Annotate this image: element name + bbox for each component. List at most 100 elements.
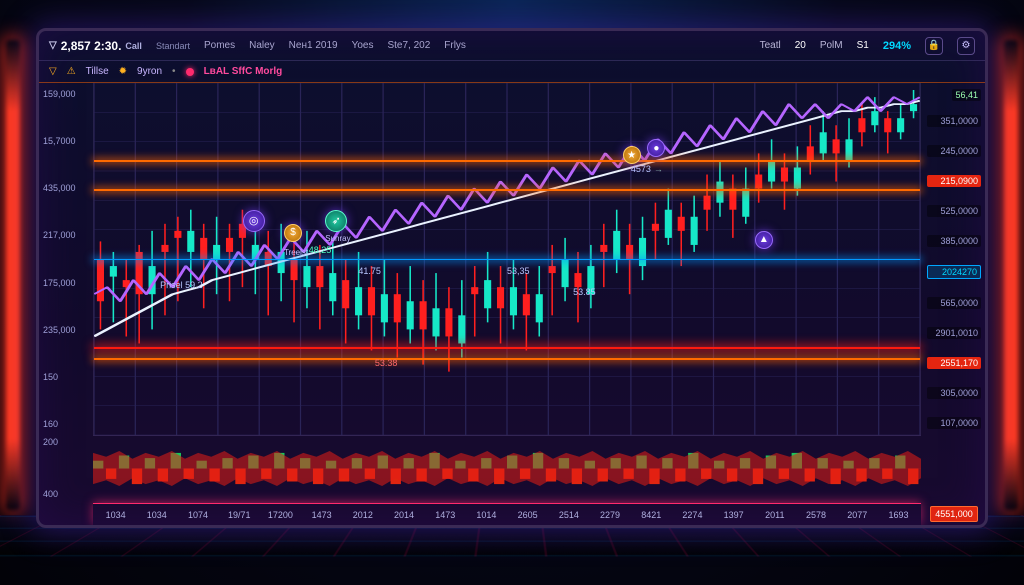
x-14: 2274 [672, 510, 713, 520]
x-8: 1473 [425, 510, 466, 520]
event-label-1: Treelst [284, 248, 308, 257]
y-axis-right: 56,41 351,0000245,0000215,0900525,000038… [923, 83, 985, 435]
legend-right: LвAL SffC Morlg [204, 66, 283, 77]
event-icon-3[interactable]: ★ [623, 146, 641, 164]
menu-5[interactable]: Frlys [444, 40, 466, 51]
x-axis-right-val: 4551,000 [930, 506, 978, 522]
annotation-1: 41.75 [358, 266, 381, 276]
ambient-neon-right [1004, 40, 1018, 510]
x-2: 1074 [177, 510, 218, 520]
ticker-block[interactable]: ▽ 2,857 2:30. Call [49, 39, 142, 53]
x-axis: 10341034107419/7117200147320122014147310… [93, 503, 921, 525]
level-3 [94, 358, 920, 360]
indicator-pane[interactable] [93, 435, 921, 501]
yL-4: 175,000 [43, 278, 87, 288]
yL-2: 435,000 [43, 183, 87, 193]
yR-9: 305,0000 [927, 387, 981, 399]
yL-1: 15,7000 [43, 136, 87, 146]
x-17: 2578 [795, 510, 836, 520]
yR-6: 565,0000 [927, 297, 981, 309]
annotation-4: 4573 [631, 164, 663, 174]
pol-val: S1 [857, 40, 869, 51]
ticker-value: 2,857 2:30. [61, 39, 122, 53]
pol-label: PolM [820, 40, 843, 51]
ticker-sub: Standart [156, 41, 190, 51]
yL-3: 217,000 [43, 230, 87, 240]
ind-y-0: 200 [43, 437, 87, 447]
legend-gear-icon: ✹ [119, 66, 127, 77]
yR-4: 385,0000 [927, 235, 981, 247]
yR-1: 245,0000 [927, 145, 981, 157]
annotation-2: 53,35 [507, 266, 530, 276]
annotation-5: 53.38 [375, 358, 398, 368]
ticker-suffix: Call [125, 41, 142, 51]
annotation-6: Prisel 59.2 [160, 280, 203, 290]
event-icon-0[interactable]: ◎ [243, 210, 265, 232]
x-4: 17200 [260, 510, 301, 520]
legend-dot-pink [186, 68, 194, 76]
x-3: 19/71 [219, 510, 260, 520]
yR-8: 2551,170 [927, 357, 981, 369]
price-plot[interactable]: 48,25 41.75 53,35 53.85 4573 53.38 Prisel 59.2… [93, 83, 921, 435]
yL-6: 150 [43, 372, 87, 382]
level-2 [94, 347, 920, 349]
warn-icon: ⚠ [67, 66, 76, 77]
event-icon-1[interactable]: $ [284, 224, 302, 242]
legend-row: ▽ ⚠ Tillse ✹ 9yron • LвAL SffC Morlg [39, 61, 985, 83]
indicator-y-axis: 200 400 [39, 435, 91, 501]
trading-monitor: ▽ 2,857 2:30. Call Standart Pomes Naley … [36, 28, 988, 528]
yL-0: 159,000 [43, 89, 87, 99]
x-6: 2012 [342, 510, 383, 520]
x-12: 2279 [589, 510, 630, 520]
legend-mid: 9yron [137, 66, 162, 77]
right-top-green: 56,41 [952, 89, 981, 101]
yL-7: 160 [43, 419, 87, 429]
yR-10: 107,0000 [927, 417, 981, 429]
indicator-svg [93, 436, 921, 501]
menu-1[interactable]: Naley [249, 40, 275, 51]
ind-y-1: 400 [43, 489, 87, 499]
x-0: 1034 [95, 510, 136, 520]
event-label-2: Sunray [325, 234, 350, 243]
y-axis-left: 159,000 15,7000 435,000 217,000 175,000 235,0… [39, 83, 91, 435]
teal-val: 20 [795, 40, 806, 51]
yR-5: 2024270 [927, 265, 981, 279]
chart-wrap: 159,000 15,7000 435,000 217,000 175,000 235,0… [39, 83, 985, 525]
annotation-3: 53.85 [573, 287, 596, 297]
menu-3[interactable]: Yoes [352, 40, 374, 51]
legend-tri-icon: ▽ [49, 66, 57, 77]
level-0 [94, 160, 920, 162]
menu-0[interactable]: Pomes [204, 40, 235, 51]
event-icon-5[interactable]: ▲ [755, 231, 773, 249]
yL-5: 235,000 [43, 325, 87, 335]
menu-2[interactable]: Nен1 2019 [289, 40, 338, 51]
x-19: 1693 [878, 510, 919, 520]
x-7: 2014 [383, 510, 424, 520]
menu-4[interactable]: Ste7, 202 [387, 40, 430, 51]
topbar: ▽ 2,857 2:30. Call Standart Pomes Naley … [39, 31, 985, 61]
x-15: 1397 [713, 510, 754, 520]
ambient-neon-left [6, 40, 20, 510]
annotation-0: 48,25 [309, 245, 332, 255]
x-18: 2077 [837, 510, 878, 520]
teal-label: Teatl [760, 40, 781, 51]
yR-3: 525,0000 [927, 205, 981, 217]
x-5: 1473 [301, 510, 342, 520]
x-axis-right-tag: 4551,000 [923, 503, 985, 525]
yR-0: 351,0000 [927, 115, 981, 127]
x-10: 2605 [507, 510, 548, 520]
x-11: 2514 [548, 510, 589, 520]
level-4 [94, 259, 920, 260]
yR-7: 2901,0010 [927, 327, 981, 339]
settings-icon[interactable]: ⚙ [957, 37, 975, 55]
lock-icon[interactable]: 🔒 [925, 37, 943, 55]
x-13: 8421 [631, 510, 672, 520]
event-icon-2[interactable]: ➶ [325, 210, 347, 232]
x-9: 1014 [466, 510, 507, 520]
x-1: 1034 [136, 510, 177, 520]
x-16: 2011 [754, 510, 795, 520]
pct-change: 294% [883, 40, 911, 52]
ticker-dropdown-icon: ▽ [49, 40, 57, 51]
level-1 [94, 189, 920, 191]
legend-left: Tillse [86, 66, 109, 77]
